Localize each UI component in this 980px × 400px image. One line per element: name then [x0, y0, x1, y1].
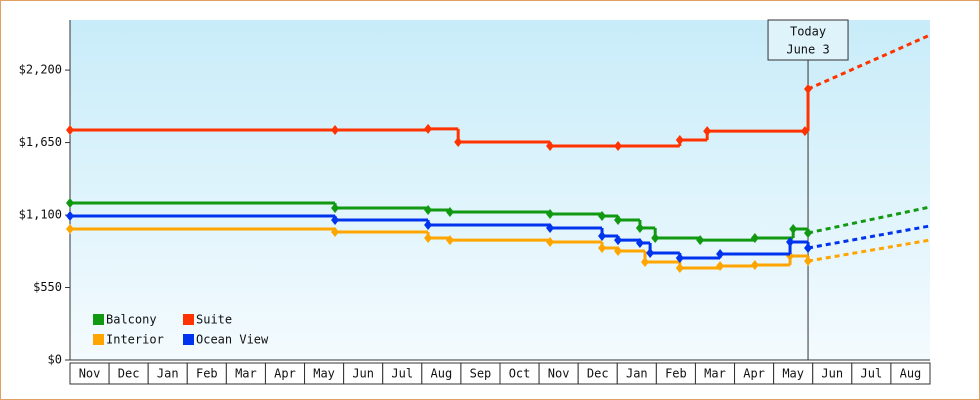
x-tick-label: Aug	[431, 367, 453, 381]
data-point	[703, 126, 712, 137]
data-point	[675, 263, 684, 274]
x-tick-label: Jul	[391, 367, 413, 381]
data-point	[651, 232, 660, 243]
y-tick-label: $1,100	[19, 208, 62, 222]
data-point	[786, 237, 795, 248]
data-point	[546, 237, 555, 248]
x-tick-label: Jan	[157, 367, 179, 381]
data-point	[445, 235, 454, 246]
x-tick-label: Dec	[118, 367, 140, 381]
data-point	[424, 123, 433, 134]
data-point	[646, 247, 655, 258]
data-point	[800, 126, 809, 137]
data-point	[641, 256, 650, 267]
data-point	[598, 242, 607, 253]
x-tick-label: Jul	[861, 367, 883, 381]
legend-label: Balcony	[106, 313, 157, 327]
data-point	[675, 135, 684, 146]
data-point	[66, 125, 74, 136]
x-tick-label: May	[782, 367, 804, 381]
data-point	[331, 215, 340, 226]
legend-swatch	[183, 334, 194, 345]
y-tick-label: $1,650	[19, 135, 62, 149]
plot-area	[70, 20, 930, 360]
data-point	[546, 140, 555, 151]
forecast-line	[807, 224, 931, 250]
today-box	[767, 19, 849, 61]
data-point	[598, 210, 607, 221]
data-point	[424, 232, 433, 243]
x-tick-label: May	[313, 367, 335, 381]
data-point	[635, 237, 644, 248]
forecast-line	[807, 205, 931, 235]
data-point	[424, 205, 433, 216]
data-point	[331, 203, 340, 214]
x-tick-label: Oct	[509, 367, 531, 381]
x-tick-label: Jan	[626, 367, 648, 381]
legend-swatch	[93, 334, 104, 345]
forecast-line	[807, 33, 931, 91]
legend-label: Interior	[106, 333, 164, 347]
x-tick-label: Sep	[470, 367, 492, 381]
data-point	[66, 198, 74, 209]
y-tick-label: $2,200	[19, 63, 62, 77]
x-tick-label: Apr	[274, 367, 296, 381]
data-point	[546, 222, 555, 233]
legend-label: Suite	[196, 313, 232, 327]
x-tick-label: Jun	[821, 367, 843, 381]
data-point	[716, 261, 725, 272]
data-point	[716, 249, 725, 260]
data-point	[546, 208, 555, 219]
data-point	[454, 137, 463, 148]
y-tick-label: $550	[33, 280, 62, 294]
data-point	[614, 140, 623, 151]
y-tick-label: $0	[48, 353, 62, 367]
x-tick-label: Dec	[587, 367, 609, 381]
legend-label: Ocean View	[196, 333, 269, 347]
data-point	[424, 220, 433, 231]
today-label: Today	[790, 25, 826, 39]
data-point	[598, 230, 607, 241]
x-tick-label: Feb	[665, 367, 687, 381]
data-point	[675, 253, 684, 263]
data-point	[614, 235, 623, 246]
data-point	[445, 207, 454, 218]
month-cell	[890, 362, 931, 385]
x-tick-label: Feb	[196, 367, 218, 381]
data-point	[66, 210, 74, 221]
data-point	[750, 232, 759, 243]
data-point	[750, 259, 759, 270]
legend-swatch	[183, 314, 194, 325]
x-tick-label: Nov	[79, 367, 101, 381]
data-point	[635, 222, 644, 233]
data-point	[614, 215, 623, 226]
forecast-line	[807, 238, 931, 263]
legend-swatch	[93, 314, 104, 325]
x-tick-label: Apr	[743, 367, 765, 381]
data-point	[789, 224, 798, 235]
data-point	[614, 246, 623, 257]
x-tick-label: Mar	[704, 367, 726, 381]
x-tick-label: Jun	[352, 367, 374, 381]
x-tick-label: Mar	[235, 367, 257, 381]
data-point	[696, 235, 705, 246]
data-point	[331, 125, 340, 136]
x-tick-label: Aug	[900, 367, 922, 381]
data-point	[331, 227, 340, 238]
today-date: June 3	[786, 43, 829, 57]
x-tick-label: Nov	[548, 367, 570, 381]
data-point	[66, 224, 74, 235]
